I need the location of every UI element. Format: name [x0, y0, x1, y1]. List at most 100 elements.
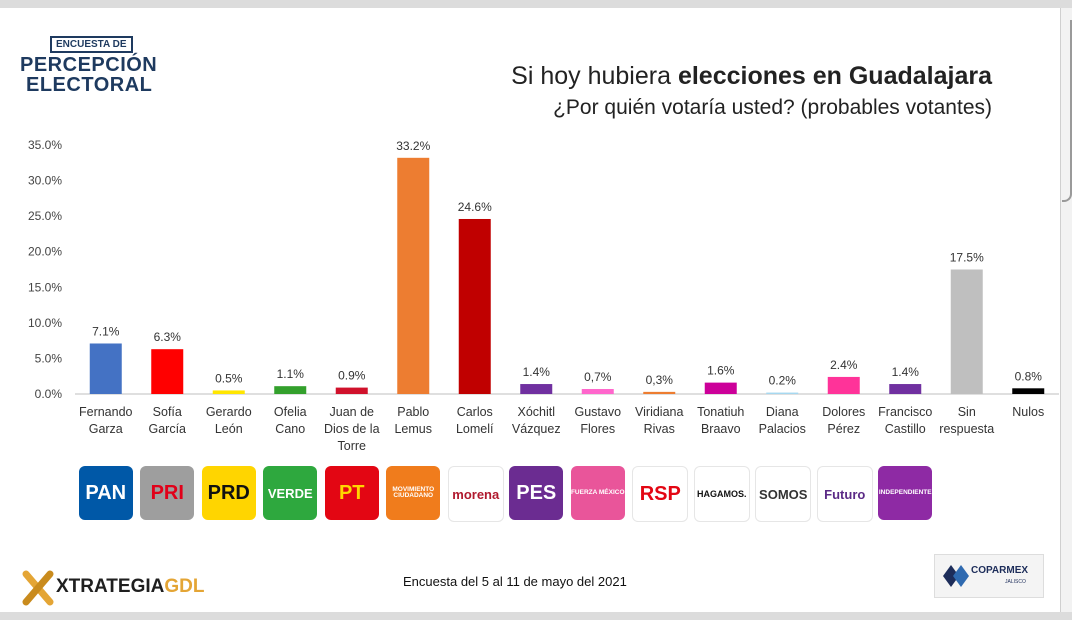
coparmex-icon [943, 565, 969, 587]
x-tick-label: Gerardo [206, 405, 252, 419]
coparmex-sub: JALISCO [1005, 579, 1026, 585]
x-tick-label: Pérez [827, 422, 860, 436]
data-label: 17.5% [950, 251, 984, 265]
page-subtitle: ¿Por quién votaría usted? (probables vot… [553, 96, 992, 119]
bar [643, 391, 676, 394]
x-tick-label: Dios de la [324, 422, 380, 436]
party-logo-icon: MOVIMIENTO CIUDADANO [386, 466, 441, 520]
bar [889, 384, 922, 394]
x-tick-label: Dolores [822, 405, 865, 419]
party-logo-icon: INDEPENDIENTE [878, 466, 933, 520]
data-label: 1.4% [523, 365, 551, 379]
x-tick-label: García [148, 422, 186, 436]
y-tick-label: 35.0% [28, 138, 62, 152]
bar [766, 392, 799, 394]
coparmex-text: COPARMEX [971, 565, 1029, 576]
data-label: 0.5% [215, 371, 243, 385]
brand-text: XTRATEGIAGDL [56, 576, 204, 598]
party-logo-icon: RSP [632, 466, 689, 522]
data-label: 0.8% [1015, 369, 1043, 383]
x-tick-label: respuesta [939, 422, 994, 436]
x-tick-label: Castillo [885, 422, 926, 436]
bar [274, 386, 307, 394]
y-tick-label: 30.0% [28, 174, 62, 188]
bar [1012, 388, 1045, 394]
data-label: 0,3% [646, 373, 674, 387]
x-tick-label: Torre [338, 439, 367, 453]
x-tick-label: Nulos [1012, 405, 1044, 419]
x-tick-label: Braavo [701, 422, 741, 436]
data-label: 2.4% [830, 358, 858, 372]
party-logo-text: PAN [85, 482, 127, 504]
party-logo-text: PRD [207, 482, 250, 504]
x-logo-icon [22, 570, 54, 606]
slide: ENCUESTA DE PERCEPCIÓN ELECTORAL Si hoy … [0, 8, 1060, 612]
party-logo-text: SOMOS [759, 486, 808, 502]
party-logo-text: HAGAMOS. [697, 488, 747, 499]
party-logo-text: PT [338, 482, 365, 504]
x-tick-label: Gustavo [574, 405, 621, 419]
survey-logo: ENCUESTA DE PERCEPCIÓN ELECTORAL [20, 30, 160, 110]
bar [581, 389, 614, 394]
window-bottom-bar [0, 612, 1072, 620]
party-logo-icon: PRI [140, 466, 195, 520]
party-logo-text: RSP [639, 483, 681, 505]
x-tick-label: Viridiana [635, 405, 683, 419]
party-logo-icon: SOMOS [755, 466, 812, 522]
y-tick-label: 25.0% [28, 209, 62, 223]
party-logo-text: PRI [150, 482, 184, 504]
x-tick-label: Fernando [79, 405, 133, 419]
x-tick-label: León [215, 422, 243, 436]
xtrategia-logo: XTRATEGIAGDL [22, 568, 222, 612]
bar [335, 387, 368, 394]
x-tick-label: Rivas [644, 422, 675, 436]
x-tick-label: Carlos [457, 405, 493, 419]
x-tick-label: Garza [89, 422, 123, 436]
logo-top-text: ENCUESTA DE [50, 36, 133, 53]
data-label: 24.6% [458, 200, 492, 214]
party-logo-icon: PT [324, 466, 379, 520]
x-tick-label: Francisco [878, 405, 932, 419]
data-label: 0,7% [584, 370, 612, 384]
data-label: 7.1% [92, 324, 120, 338]
x-tick-label: Lemus [394, 422, 432, 436]
bar [704, 382, 737, 394]
logo-line-2: ELECTORAL [26, 74, 153, 96]
bar-chart: 0.0% 5.0% 10.0% 15.0% 20.0% 25.0% 30.0% 35.0% 7.… [28, 138, 1059, 453]
x-tick-label: Lomelí [456, 422, 494, 436]
y-tick-label: 15.0% [28, 280, 62, 294]
party-logo-icon: Futuro [816, 466, 873, 522]
party-logo-text: VERDE [267, 485, 313, 501]
brand-accent: GDL [164, 576, 205, 597]
brand-main: XTRATEGIA [56, 576, 165, 597]
data-label: 0.2% [769, 374, 797, 388]
party-logo-icon: FUERZA MÉXICO [570, 466, 625, 520]
footer-note: Encuesta del 5 al 11 de mayo del 2021 [403, 574, 627, 589]
x-tick-label: Sin [958, 405, 976, 419]
logo-line-1: PERCEPCIÓN [20, 54, 158, 76]
bar [520, 384, 553, 394]
x-tick-label: Pablo [397, 405, 429, 419]
party-logo-icon: PAN [78, 466, 133, 520]
party-logo-text: FUERZA MÉXICO [570, 488, 625, 496]
party-logo-icon: morena [447, 466, 504, 522]
party-logo-icon: VERDE [263, 466, 318, 520]
x-tick-label: Vázquez [512, 422, 561, 436]
data-label: 1.6% [707, 364, 735, 378]
bar [212, 390, 245, 394]
scrollbar-track[interactable] [1060, 8, 1072, 612]
y-tick-label: 20.0% [28, 245, 62, 259]
y-tick-label: 0.0% [35, 387, 63, 401]
title-plain: Si hoy hubiera [511, 62, 678, 90]
x-tick-label: Cano [275, 422, 305, 436]
scrollbar-thumb[interactable] [1062, 20, 1072, 202]
x-tick-label: Juan de [330, 405, 375, 419]
data-label: 1.4% [892, 365, 920, 379]
data-label: 33.2% [396, 139, 430, 153]
x-tick-label: Sofía [153, 405, 182, 419]
bar [397, 157, 430, 394]
data-label: 1.1% [277, 367, 305, 381]
party-logo-icon: HAGAMOS. [693, 466, 750, 522]
x-tick-label: Palacios [759, 422, 806, 436]
party-logo-text: Futuro [824, 486, 866, 502]
